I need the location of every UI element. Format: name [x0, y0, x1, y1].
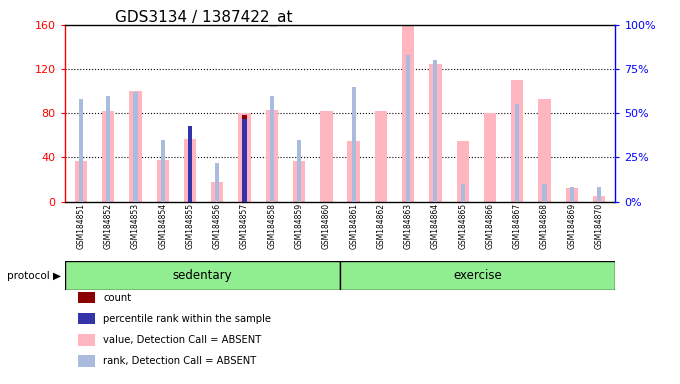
Text: GSM184865: GSM184865 [458, 203, 467, 249]
Bar [270, 96, 274, 202]
Bar [293, 161, 305, 202]
Text: GSM184857: GSM184857 [240, 203, 249, 249]
Text: GSM184862: GSM184862 [377, 203, 386, 249]
Bar [597, 187, 601, 202]
Bar [433, 60, 437, 202]
Text: GSM184861: GSM184861 [349, 203, 358, 249]
Bar [184, 139, 196, 202]
Text: GSM184869: GSM184869 [567, 203, 576, 249]
Text: GSM184851: GSM184851 [76, 203, 86, 249]
Bar [340, 261, 615, 290]
Bar [347, 141, 360, 202]
Bar [242, 116, 247, 202]
Bar [460, 184, 464, 202]
Bar [266, 110, 278, 202]
Text: count: count [103, 293, 131, 303]
Bar [156, 160, 169, 202]
Bar [511, 80, 524, 202]
Bar [593, 196, 605, 202]
Bar [216, 163, 220, 202]
Bar [129, 91, 141, 202]
Bar [456, 141, 469, 202]
Bar [515, 104, 520, 202]
Text: GSM184852: GSM184852 [104, 203, 113, 249]
Text: GSM184860: GSM184860 [322, 203, 331, 249]
Bar [375, 111, 387, 202]
Text: GSM184868: GSM184868 [540, 203, 549, 249]
Bar [188, 139, 192, 202]
Bar [297, 140, 301, 202]
Text: GSM184858: GSM184858 [267, 203, 276, 249]
Bar [65, 261, 340, 290]
Bar [570, 187, 574, 202]
Bar [566, 189, 578, 202]
Text: rank, Detection Call = ABSENT: rank, Detection Call = ABSENT [103, 356, 256, 366]
Text: GSM184853: GSM184853 [131, 203, 140, 249]
Text: GSM184863: GSM184863 [404, 203, 413, 249]
Bar [133, 92, 137, 202]
Bar [429, 64, 441, 202]
Text: GSM184859: GSM184859 [294, 203, 303, 249]
Text: value, Detection Call = ABSENT: value, Detection Call = ABSENT [103, 335, 262, 345]
Bar [79, 99, 83, 202]
Text: GDS3134 / 1387422_at: GDS3134 / 1387422_at [115, 10, 293, 26]
Bar [352, 87, 356, 202]
Bar [188, 126, 192, 202]
Bar [211, 182, 224, 202]
Text: percentile rank within the sample: percentile rank within the sample [103, 314, 271, 324]
Text: GSM184866: GSM184866 [486, 203, 494, 249]
Text: protocol ▶: protocol ▶ [7, 270, 61, 281]
Text: GSM184855: GSM184855 [186, 203, 194, 249]
Bar [239, 113, 251, 202]
Bar [543, 184, 547, 202]
Text: GSM184854: GSM184854 [158, 203, 167, 249]
Bar [406, 55, 410, 202]
Bar [75, 161, 87, 202]
Text: GSM184864: GSM184864 [431, 203, 440, 249]
Bar [484, 113, 496, 202]
Bar [539, 99, 551, 202]
Text: GSM184856: GSM184856 [213, 203, 222, 249]
Bar [242, 119, 247, 202]
Bar [402, 25, 414, 202]
Text: exercise: exercise [454, 269, 502, 282]
Bar [320, 111, 333, 202]
Bar [160, 140, 165, 202]
Text: GSM184870: GSM184870 [594, 203, 604, 249]
Bar [106, 96, 110, 202]
Bar [102, 111, 114, 202]
Text: GSM184867: GSM184867 [513, 203, 522, 249]
Text: sedentary: sedentary [173, 269, 232, 282]
